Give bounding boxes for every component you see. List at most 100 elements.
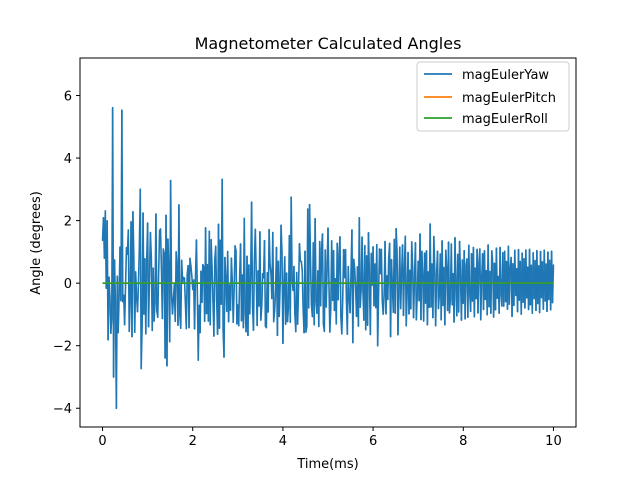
yaw-line-segment	[397, 290, 400, 336]
yaw-line-segment	[250, 201, 254, 308]
yaw-line-segment	[490, 250, 494, 265]
yaw-line-segment	[147, 275, 151, 328]
yaw-line-segment	[189, 257, 192, 267]
yaw-line-segment	[325, 269, 328, 308]
yaw-line-segment	[301, 269, 304, 310]
yaw-line-segment	[347, 265, 350, 298]
yaw-line-segment	[337, 253, 340, 301]
legend-entry-magEulerRoll: magEulerRoll	[424, 112, 548, 127]
yaw-line-segment	[190, 265, 193, 277]
y-axis: −4 −2 0 2 4 6	[53, 90, 80, 417]
yaw-line-segment	[169, 179, 173, 296]
yaw-line-segment	[171, 297, 175, 315]
yaw-line-segment	[252, 261, 256, 331]
yaw-line-segment	[410, 241, 414, 269]
yaw-line-segment	[214, 245, 218, 301]
yaw-line-segment	[286, 306, 290, 323]
yaw-line-segment	[358, 217, 362, 309]
yaw-line-segment	[467, 244, 471, 294]
yaw-line-segment	[167, 238, 170, 268]
yaw-line-segment	[293, 265, 296, 315]
yaw-line-segment	[319, 247, 323, 307]
yaw-line-segment	[305, 325, 308, 333]
yaw-line-segment	[479, 278, 483, 321]
plot-area	[101, 106, 555, 410]
y-tick-label: 0	[64, 277, 72, 292]
yaw-line-segment	[232, 288, 235, 324]
yaw-line-segment	[282, 284, 285, 344]
x-tick-label: 4	[279, 434, 287, 449]
legend-box	[416, 61, 570, 132]
yaw-line-segment	[159, 228, 163, 270]
yaw-line-segment	[382, 293, 385, 315]
yaw-line-segment	[421, 250, 424, 278]
legend-label-magEulerPitch: magEulerPitch	[462, 91, 556, 106]
yaw-line-segment	[395, 227, 398, 252]
yaw-line-segment	[213, 258, 216, 337]
yaw-line-segment	[359, 289, 362, 309]
yaw-line-segment	[223, 256, 226, 358]
yaw-line-segment	[268, 228, 271, 266]
yaw-line-segment	[156, 270, 160, 319]
yaw-line-segment	[437, 293, 441, 310]
yaw-line-segment	[433, 235, 436, 270]
yaw-line-segment	[376, 290, 380, 347]
yaw-line-segment	[153, 302, 156, 322]
x-axis-label: Time(ms)	[296, 457, 358, 472]
yaw-line-segment	[380, 248, 384, 303]
yaw-line-segment	[108, 276, 111, 298]
yaw-line-segment	[121, 109, 124, 303]
yaw-line-segment	[221, 178, 224, 330]
yaw-line-segment	[367, 232, 371, 277]
x-tick-label: 2	[189, 434, 197, 449]
yaw-line-segment	[271, 231, 275, 323]
yaw-line-segment	[230, 257, 234, 282]
yaw-line-segment	[402, 267, 406, 317]
yaw-line-segment	[174, 251, 177, 323]
legend: magEulerYaw magEulerPitch magEulerRoll	[416, 61, 570, 132]
yaw-line-segment	[145, 259, 148, 335]
yaw-line-segment	[254, 228, 258, 275]
series-line-magEulerYaw	[101, 106, 555, 410]
yaw-line-segment	[353, 268, 357, 289]
yaw-line-segment	[327, 227, 330, 283]
yaw-line-segment	[477, 262, 480, 314]
yaw-line-segment	[132, 211, 135, 258]
chart-title: Magnetometer Calculated Angles	[195, 34, 462, 53]
yaw-line-segment	[183, 277, 187, 304]
yaw-line-segment	[344, 248, 348, 299]
yaw-line-segment	[298, 242, 302, 262]
y-tick-label: −2	[53, 340, 72, 355]
yaw-line-segment	[290, 196, 293, 281]
x-tick-label: 6	[369, 434, 377, 449]
yaw-line-segment	[329, 307, 332, 333]
yaw-line-segment	[259, 231, 262, 321]
yaw-line-segment	[464, 264, 467, 320]
yaw-line-segment	[237, 275, 241, 327]
yaw-line-segment	[113, 259, 117, 303]
legend-label-magEulerRoll: magEulerRoll	[462, 112, 548, 127]
yaw-line-segment	[352, 258, 356, 270]
yaw-line-segment	[296, 285, 300, 325]
plot-frame	[79, 57, 577, 428]
yaw-line-segment	[434, 273, 438, 327]
yaw-line-segment	[224, 256, 227, 281]
yaw-line-segment	[178, 204, 181, 317]
yaw-line-segment	[273, 291, 277, 312]
yaw-line-segment	[340, 298, 344, 335]
yaw-line-segment	[321, 233, 325, 325]
yaw-line-segment	[175, 251, 178, 268]
yaw-line-segment	[490, 250, 493, 314]
yaw-line-segment	[458, 240, 462, 278]
yaw-line-segment	[137, 247, 141, 286]
yaw-line-segment	[117, 294, 120, 334]
yaw-line-segment	[210, 238, 213, 269]
y-axis-label: Angle (degrees)	[29, 191, 44, 295]
yaw-line-segment	[128, 300, 131, 333]
yaw-line-segment	[448, 297, 452, 314]
yaw-line-segment	[308, 203, 312, 263]
yaw-line-segment	[180, 259, 184, 284]
yaw-line-segment	[260, 306, 263, 321]
yaw-line-segment	[412, 277, 416, 319]
y-tick-label: 2	[64, 215, 72, 230]
